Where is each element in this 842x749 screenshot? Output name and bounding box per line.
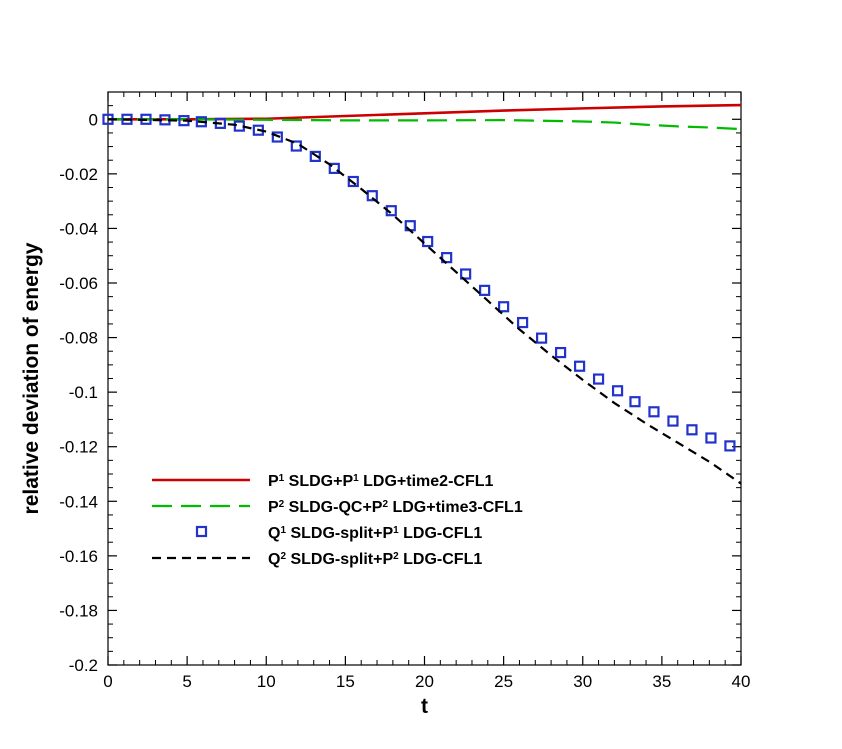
series-2-marker xyxy=(309,150,321,162)
y-tick-label: -0.06 xyxy=(59,274,98,293)
series-3-line xyxy=(107,118,742,485)
series-2-marker xyxy=(347,175,359,188)
series-2-marker xyxy=(611,385,624,397)
y-tick-label: -0.08 xyxy=(59,329,98,348)
legend-marker-2 xyxy=(195,525,208,538)
series-2-marker xyxy=(667,415,679,427)
y-axis-title: relative deviation of energy xyxy=(20,242,43,514)
x-tick-label: 25 xyxy=(494,672,513,691)
series-2-marker xyxy=(629,396,641,408)
y-tick-label: -0.1 xyxy=(69,383,98,402)
series-2-marker xyxy=(460,268,472,280)
y-tick-label: -0.16 xyxy=(59,547,98,566)
legend-label-2: Q1 SLDG-split+P1 LDG-CFL1 xyxy=(268,525,482,543)
series-2-marker xyxy=(271,131,283,143)
x-tick-label: 20 xyxy=(415,672,434,691)
y-tick-label: -0.14 xyxy=(59,492,98,511)
y-tick-label: -0.18 xyxy=(59,601,98,620)
x-axis-ticks: 0 5 10 15 20 25 30 35 40 xyxy=(103,92,750,691)
series-2-marker xyxy=(422,235,434,248)
series-2-marker xyxy=(498,301,510,313)
legend: P1 SLDG+P1 LDG+time2-CFL1 P2 SLDG-QC+P2 L… xyxy=(152,473,523,569)
plot-border xyxy=(107,91,742,666)
x-tick-label: 30 xyxy=(573,672,592,691)
series-1-line xyxy=(108,118,742,131)
x-tick-label: 0 xyxy=(103,672,112,691)
series-2-marker xyxy=(705,432,717,444)
series-2-marker xyxy=(724,440,736,452)
series-2-marker xyxy=(328,162,340,174)
series-2-marker xyxy=(366,190,378,202)
x-tick-label: 10 xyxy=(257,672,276,691)
y-tick-label: -0.02 xyxy=(59,165,98,184)
series-2-marker xyxy=(686,424,698,436)
legend-label-0: P1 SLDG+P1 LDG+time2-CFL1 xyxy=(268,473,493,491)
x-tick-label: 15 xyxy=(336,672,355,691)
y-tick-label: -0.2 xyxy=(69,656,98,675)
x-axis-title: t xyxy=(421,695,428,718)
y-tick-label: -0.04 xyxy=(59,219,98,238)
y-axis-ticks: 0 -0.02 -0.04 -0.06 -0.08 -0.1 -0.12 -0.14 -0.16… xyxy=(59,91,741,675)
series-2-marker xyxy=(517,316,529,329)
y-tick-label: -0.12 xyxy=(59,438,98,457)
series-2-marker xyxy=(573,360,586,372)
series-layer xyxy=(102,103,742,485)
series-2-marker xyxy=(536,332,548,344)
x-tick-label: 5 xyxy=(182,672,191,691)
y-tick-label: 0 xyxy=(89,110,98,129)
legend-label-1: P2 SLDG-QC+P2 LDG+time3-CFL1 xyxy=(268,499,523,517)
series-2-marker xyxy=(554,346,567,359)
legend-label-3: Q2 SLDG-split+P2 LDG-CFL1 xyxy=(268,551,482,569)
x-tick-label: 40 xyxy=(732,672,751,691)
plot-frame xyxy=(107,91,742,666)
series-2-marker xyxy=(479,284,491,296)
x-tick-label: 35 xyxy=(652,672,671,691)
series-2-marker xyxy=(592,373,605,385)
series-2-marker xyxy=(648,406,660,418)
